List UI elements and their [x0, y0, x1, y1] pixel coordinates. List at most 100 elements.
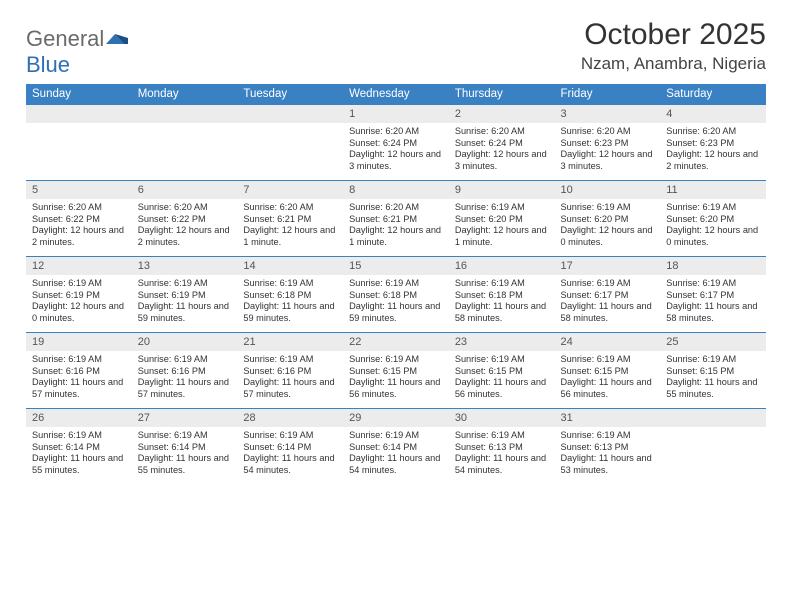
calendar-cell: 28Sunrise: 6:19 AMSunset: 6:14 PMDayligh… [237, 409, 343, 485]
sunset-line: Sunset: 6:17 PM [666, 290, 760, 302]
daylight-line: Daylight: 12 hours and 0 minutes. [561, 225, 655, 248]
sunrise-line: Sunrise: 6:20 AM [349, 202, 443, 214]
sunrise-line: Sunrise: 6:19 AM [349, 430, 443, 442]
calendar-cell: 13Sunrise: 6:19 AMSunset: 6:19 PMDayligh… [132, 257, 238, 333]
sunrise-line: Sunrise: 6:19 AM [561, 202, 655, 214]
cell-body: Sunrise: 6:19 AMSunset: 6:18 PMDaylight:… [449, 275, 555, 332]
sunrise-line: Sunrise: 6:20 AM [455, 126, 549, 138]
day-number [132, 105, 238, 123]
day-number: 16 [449, 257, 555, 275]
cell-body: Sunrise: 6:19 AMSunset: 6:20 PMDaylight:… [555, 199, 661, 256]
cell-body: Sunrise: 6:19 AMSunset: 6:16 PMDaylight:… [237, 351, 343, 408]
daylight-line: Daylight: 11 hours and 57 minutes. [243, 377, 337, 400]
sunrise-line: Sunrise: 6:19 AM [455, 354, 549, 366]
calendar-cell: 26Sunrise: 6:19 AMSunset: 6:14 PMDayligh… [26, 409, 132, 485]
sunset-line: Sunset: 6:22 PM [138, 214, 232, 226]
cell-body [26, 123, 132, 171]
calendar-cell: 4Sunrise: 6:20 AMSunset: 6:23 PMDaylight… [660, 105, 766, 181]
logo-text-blue: Blue [26, 52, 70, 77]
cell-body: Sunrise: 6:20 AMSunset: 6:24 PMDaylight:… [449, 123, 555, 180]
calendar-cell: 18Sunrise: 6:19 AMSunset: 6:17 PMDayligh… [660, 257, 766, 333]
sunrise-line: Sunrise: 6:19 AM [243, 354, 337, 366]
day-header: Tuesday [237, 84, 343, 105]
daylight-line: Daylight: 11 hours and 55 minutes. [32, 453, 126, 476]
daylight-line: Daylight: 11 hours and 59 minutes. [349, 301, 443, 324]
calendar-cell: 15Sunrise: 6:19 AMSunset: 6:18 PMDayligh… [343, 257, 449, 333]
calendar-cell: 21Sunrise: 6:19 AMSunset: 6:16 PMDayligh… [237, 333, 343, 409]
sunrise-line: Sunrise: 6:19 AM [561, 278, 655, 290]
calendar-cell: 23Sunrise: 6:19 AMSunset: 6:15 PMDayligh… [449, 333, 555, 409]
daylight-line: Daylight: 11 hours and 58 minutes. [666, 301, 760, 324]
calendar-cell: 11Sunrise: 6:19 AMSunset: 6:20 PMDayligh… [660, 181, 766, 257]
day-number: 5 [26, 181, 132, 199]
daylight-line: Daylight: 11 hours and 54 minutes. [243, 453, 337, 476]
day-number: 13 [132, 257, 238, 275]
cell-body: Sunrise: 6:19 AMSunset: 6:16 PMDaylight:… [132, 351, 238, 408]
day-number: 30 [449, 409, 555, 427]
sunset-line: Sunset: 6:16 PM [138, 366, 232, 378]
calendar-cell: 7Sunrise: 6:20 AMSunset: 6:21 PMDaylight… [237, 181, 343, 257]
cell-body: Sunrise: 6:20 AMSunset: 6:21 PMDaylight:… [343, 199, 449, 256]
sunset-line: Sunset: 6:15 PM [561, 366, 655, 378]
day-number: 29 [343, 409, 449, 427]
day-header: Thursday [449, 84, 555, 105]
calendar-week-row: 26Sunrise: 6:19 AMSunset: 6:14 PMDayligh… [26, 409, 766, 485]
day-number: 31 [555, 409, 661, 427]
calendar-week-row: 1Sunrise: 6:20 AMSunset: 6:24 PMDaylight… [26, 105, 766, 181]
calendar-cell [660, 409, 766, 485]
daylight-line: Daylight: 12 hours and 2 minutes. [666, 149, 760, 172]
page-title: October 2025 [581, 18, 766, 52]
sunset-line: Sunset: 6:22 PM [32, 214, 126, 226]
cell-body: Sunrise: 6:19 AMSunset: 6:14 PMDaylight:… [343, 427, 449, 484]
day-number [237, 105, 343, 123]
day-header: Friday [555, 84, 661, 105]
sunset-line: Sunset: 6:14 PM [138, 442, 232, 454]
sunset-line: Sunset: 6:15 PM [455, 366, 549, 378]
daylight-line: Daylight: 12 hours and 0 minutes. [32, 301, 126, 324]
daylight-line: Daylight: 11 hours and 56 minutes. [561, 377, 655, 400]
sunrise-line: Sunrise: 6:20 AM [32, 202, 126, 214]
calendar-cell: 22Sunrise: 6:19 AMSunset: 6:15 PMDayligh… [343, 333, 449, 409]
sunset-line: Sunset: 6:19 PM [138, 290, 232, 302]
cell-body [132, 123, 238, 171]
calendar-cell: 5Sunrise: 6:20 AMSunset: 6:22 PMDaylight… [26, 181, 132, 257]
cell-body: Sunrise: 6:19 AMSunset: 6:15 PMDaylight:… [449, 351, 555, 408]
sunrise-line: Sunrise: 6:19 AM [666, 354, 760, 366]
daylight-line: Daylight: 11 hours and 56 minutes. [349, 377, 443, 400]
sunrise-line: Sunrise: 6:20 AM [138, 202, 232, 214]
sunset-line: Sunset: 6:13 PM [561, 442, 655, 454]
cell-body: Sunrise: 6:19 AMSunset: 6:17 PMDaylight:… [660, 275, 766, 332]
sunrise-line: Sunrise: 6:20 AM [349, 126, 443, 138]
day-number: 12 [26, 257, 132, 275]
logo-text: GeneralBlue [26, 26, 128, 78]
daylight-line: Daylight: 11 hours and 57 minutes. [138, 377, 232, 400]
sunrise-line: Sunrise: 6:20 AM [666, 126, 760, 138]
sunrise-line: Sunrise: 6:19 AM [32, 278, 126, 290]
sunrise-line: Sunrise: 6:19 AM [243, 430, 337, 442]
cell-body: Sunrise: 6:19 AMSunset: 6:19 PMDaylight:… [26, 275, 132, 332]
sunset-line: Sunset: 6:21 PM [349, 214, 443, 226]
day-number: 26 [26, 409, 132, 427]
day-number: 11 [660, 181, 766, 199]
cell-body: Sunrise: 6:20 AMSunset: 6:23 PMDaylight:… [660, 123, 766, 180]
day-number: 1 [343, 105, 449, 123]
sunset-line: Sunset: 6:16 PM [243, 366, 337, 378]
sunset-line: Sunset: 6:21 PM [243, 214, 337, 226]
daylight-line: Daylight: 11 hours and 54 minutes. [349, 453, 443, 476]
daylight-line: Daylight: 12 hours and 1 minute. [349, 225, 443, 248]
calendar-cell: 8Sunrise: 6:20 AMSunset: 6:21 PMDaylight… [343, 181, 449, 257]
cell-body: Sunrise: 6:19 AMSunset: 6:18 PMDaylight:… [343, 275, 449, 332]
day-number: 4 [660, 105, 766, 123]
daylight-line: Daylight: 12 hours and 3 minutes. [455, 149, 549, 172]
cell-body: Sunrise: 6:19 AMSunset: 6:13 PMDaylight:… [555, 427, 661, 484]
cell-body: Sunrise: 6:20 AMSunset: 6:24 PMDaylight:… [343, 123, 449, 180]
day-number: 10 [555, 181, 661, 199]
calendar-cell: 3Sunrise: 6:20 AMSunset: 6:23 PMDaylight… [555, 105, 661, 181]
calendar-cell: 6Sunrise: 6:20 AMSunset: 6:22 PMDaylight… [132, 181, 238, 257]
daylight-line: Daylight: 12 hours and 1 minute. [243, 225, 337, 248]
daylight-line: Daylight: 11 hours and 53 minutes. [561, 453, 655, 476]
sunset-line: Sunset: 6:14 PM [349, 442, 443, 454]
logo-mark [106, 26, 128, 52]
sunrise-line: Sunrise: 6:19 AM [243, 278, 337, 290]
cell-body: Sunrise: 6:19 AMSunset: 6:18 PMDaylight:… [237, 275, 343, 332]
